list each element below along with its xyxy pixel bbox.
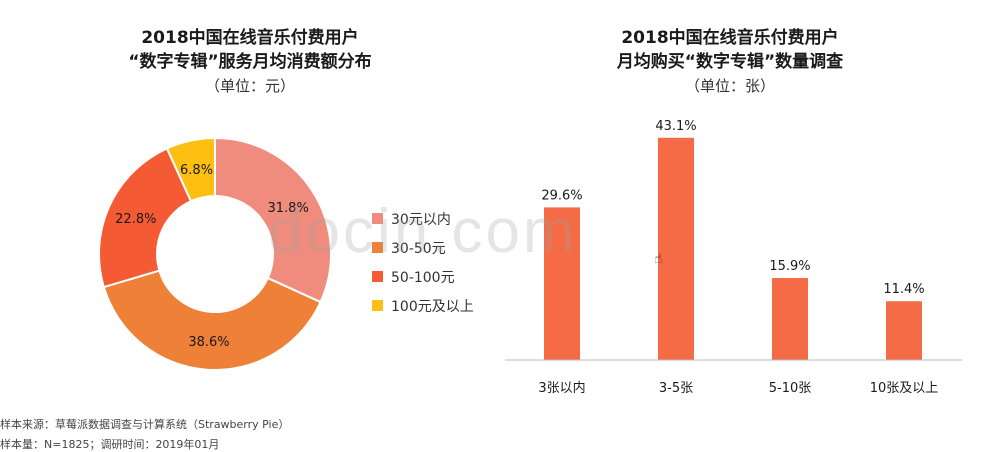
donut-slice-label-0: 31.8%	[268, 201, 309, 216]
footnote-source: 样本来源：草莓派数据调查与计算系统（Strawberry Pie）	[0, 418, 290, 431]
bar-value-label-3: 11.4%	[883, 282, 924, 297]
bar-value-label-2: 15.9%	[769, 259, 810, 274]
bar-value-label-1: 43.1%	[655, 119, 696, 134]
legend-label-3: 100元及以上	[391, 298, 474, 315]
legend-swatch-3	[372, 300, 383, 311]
legend-item-0: 30元以内	[372, 204, 474, 233]
donut-legend: 30元以内 30-50元 50-100元 100元及以上	[372, 204, 474, 320]
bar-2	[772, 278, 808, 360]
legend-item-3: 100元及以上	[372, 291, 474, 320]
legend-swatch-2	[372, 271, 383, 282]
hand-cursor-icon: ☝	[654, 251, 663, 267]
bar-title-line-1: 2018中国在线音乐付费用户	[621, 28, 839, 48]
bar-category-label-0: 3张以内	[538, 380, 585, 396]
donut-slice-3	[165, 136, 216, 203]
bar-1	[658, 137, 694, 360]
bar-3	[886, 301, 922, 360]
legend-label-1: 30-50元	[391, 240, 446, 257]
watermark: docin.com	[268, 197, 578, 266]
donut-slice-0	[214, 136, 332, 304]
legend-swatch-1	[372, 242, 383, 253]
donut-slice-label-1: 38.6%	[188, 335, 229, 350]
donut-title-line-2: “数字专辑”服务月均消费额分布	[128, 52, 372, 72]
legend-label-0: 30元以内	[391, 211, 451, 228]
bar-title-line-2: 月均购买“数字专辑”数量调查	[616, 52, 844, 72]
bar-unit-label: （单位：张）	[684, 77, 775, 95]
donut-title-line-1: 2018中国在线音乐付费用户	[141, 28, 359, 48]
legend-item-1: 30-50元	[372, 233, 474, 262]
donut-slice-label-3: 6.8%	[180, 163, 213, 178]
donut-chart-title: 2018中国在线音乐付费用户 “数字专辑”服务月均消费额分布 （单位：元）	[60, 26, 440, 98]
donut-slice-label-2: 22.8%	[115, 212, 156, 227]
donut-unit-label: （单位：元）	[204, 77, 295, 95]
legend-swatch-0	[372, 213, 383, 224]
donut-slice-1	[102, 269, 322, 371]
footnote-sample: 样本量：N=1825；调研时间：2019年01月	[0, 438, 220, 451]
legend-item-2: 50-100元	[372, 262, 474, 291]
bar-category-label-2: 5-10张	[769, 381, 812, 396]
bar-chart-title: 2018中国在线音乐付费用户 月均购买“数字专辑”数量调查 （单位：张）	[520, 26, 940, 98]
bar-value-label-0: 29.6%	[541, 188, 582, 203]
bar-0	[544, 207, 580, 360]
legend-label-2: 50-100元	[391, 269, 455, 286]
donut-slice-2	[98, 147, 193, 289]
bar-category-label-3: 10张及以上	[870, 381, 939, 396]
bar-category-label-1: 3-5张	[659, 381, 693, 396]
